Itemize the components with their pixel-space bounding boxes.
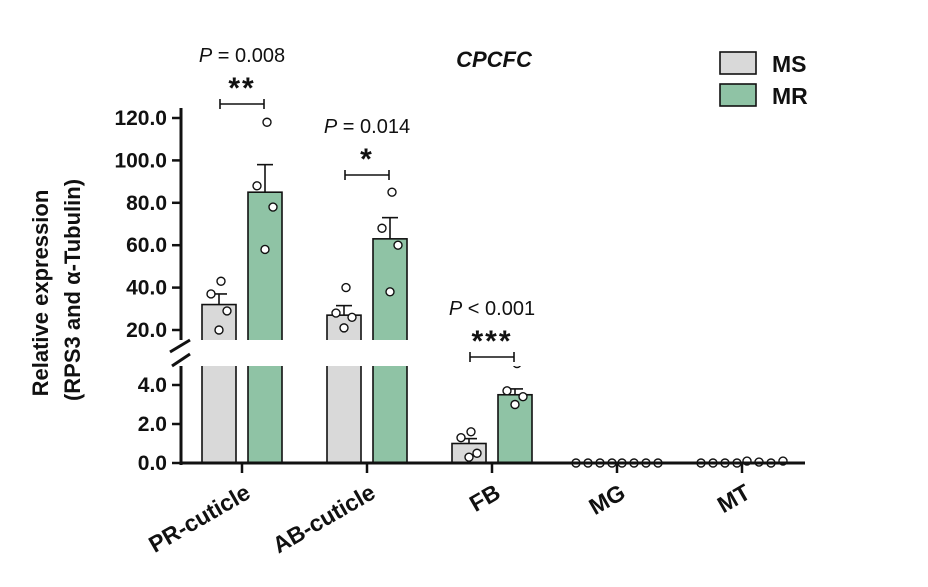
sig-p-value-0: P = 0.008 <box>199 45 285 67</box>
p-symbol: P <box>449 298 463 320</box>
y-tick-label-up-3: 80.0 <box>126 192 167 215</box>
axis-break-mark-2 <box>171 352 191 368</box>
data-point-mr-0-2 <box>268 202 278 212</box>
p-symbol: P <box>324 116 338 138</box>
data-point-ms-0-0 <box>216 276 226 286</box>
data-point-ms-1-1 <box>331 308 341 318</box>
data-point-ms-0-3 <box>214 325 224 335</box>
sig-stars-2: *** <box>471 325 512 358</box>
data-point-ms-2-2 <box>472 448 482 458</box>
error-bars-layer <box>211 163 523 444</box>
sig-p-value-1: P = 0.014 <box>324 116 410 138</box>
y-tick-label-up-5: 120.0 <box>114 107 167 130</box>
p-value-text: = 0.008 <box>212 45 285 67</box>
data-point-mr-2-1 <box>502 386 512 396</box>
data-point-mr-1-3 <box>385 287 395 297</box>
sig-p-value-2: P < 0.001 <box>449 298 535 320</box>
x-category-label-0: PR-cuticle <box>144 479 254 558</box>
y-tick-label-low-2: 4.0 <box>138 374 167 397</box>
data-point-ms-1-0 <box>341 282 351 293</box>
data-points-layer <box>206 117 788 468</box>
y-tick-label-up-0: 20.0 <box>126 319 167 342</box>
x-category-labels: PR-cuticle AB-cuticle FB MG MT <box>144 463 755 558</box>
y-ticks-layer: 0.0 2.0 4.0 20.0 40.0 60.0 80.0 100.0 120.0 <box>114 107 181 475</box>
y-tick-label-low-0: 0.0 <box>138 452 167 475</box>
x-category-label-1: AB-cuticle <box>268 479 380 558</box>
data-point-ms-1-2 <box>347 312 357 322</box>
data-point-mr-2-3 <box>510 399 520 410</box>
axis-break-mark-1 <box>169 338 191 354</box>
x-category-label-3: MG <box>584 479 629 520</box>
data-point-ms-2-3 <box>464 452 474 462</box>
data-point-mr-2-2 <box>518 392 528 402</box>
sig-stars-1: * <box>360 143 374 176</box>
y-axis-label: Relative expression (RPS3 and α-Tubulin) <box>28 179 85 401</box>
y-axis-label-line-1: Relative expression <box>28 190 53 397</box>
x-category-label-4: MT <box>713 479 755 518</box>
data-point-mr-1-0 <box>387 187 397 197</box>
sig-stars-0: ** <box>228 72 255 105</box>
bar-ms-1 <box>326 314 362 464</box>
data-point-mr-1-2 <box>393 240 403 250</box>
p-value-text: < 0.001 <box>462 298 535 320</box>
p-value-text: = 0.014 <box>337 116 410 138</box>
x-category-label-2: FB <box>465 479 505 517</box>
legend: MS MR <box>719 51 808 109</box>
data-point-ms-1-3 <box>339 323 349 333</box>
p-symbol: P <box>199 45 213 67</box>
y-tick-label-up-4: 100.0 <box>114 149 167 172</box>
data-point-ms-0-2 <box>222 306 232 316</box>
legend-label-ms: MS <box>772 51 807 77</box>
legend-label-mr: MR <box>772 83 808 109</box>
data-point-ms-2-0 <box>466 427 476 437</box>
significance-annotations: ** P = 0.008 * P = 0.014 *** P < 0.001 <box>199 45 535 362</box>
y-tick-label-up-2: 60.0 <box>126 234 167 257</box>
data-point-mr-0-3 <box>260 244 270 255</box>
legend-swatch-ms <box>719 51 757 75</box>
y-tick-label-up-1: 40.0 <box>126 277 167 300</box>
axis-break-gap <box>150 340 810 366</box>
bar-mr-0 <box>247 191 283 464</box>
legend-swatch-mr <box>719 83 757 107</box>
data-point-mr-0-1 <box>252 181 262 191</box>
y-axis-label-line-2: (RPS3 and α-Tubulin) <box>60 179 85 401</box>
data-point-mr-0-0 <box>262 117 272 127</box>
y-tick-label-low-1: 2.0 <box>138 413 167 436</box>
data-point-mr-1-1 <box>377 223 387 233</box>
chart-title: CPCFC <box>456 47 533 72</box>
data-point-ms-0-1 <box>206 289 216 299</box>
data-point-ms-2-1 <box>456 432 466 443</box>
